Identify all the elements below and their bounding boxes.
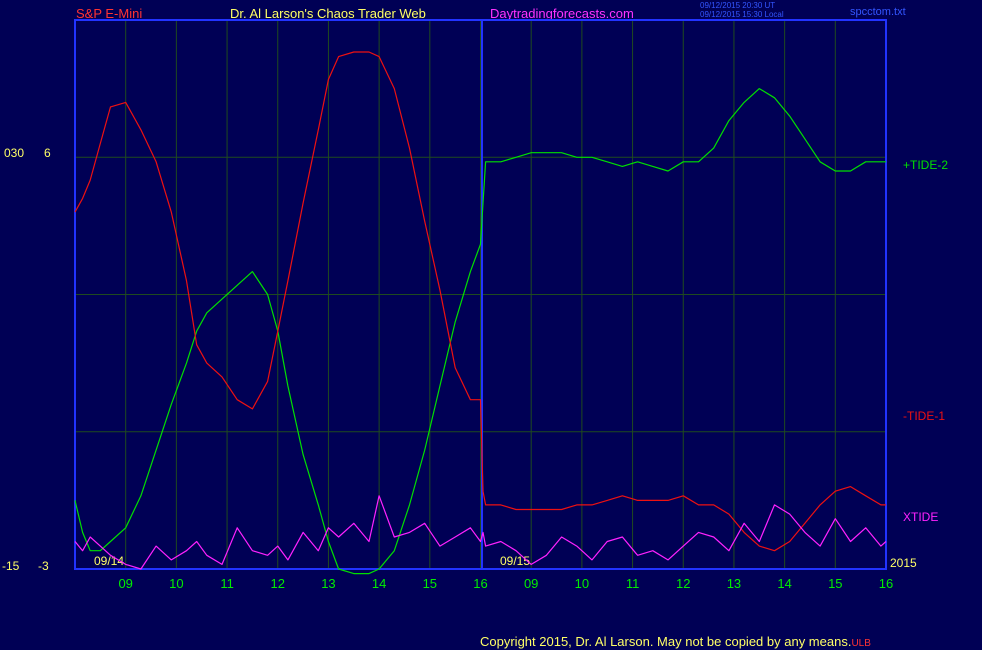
y-label-outer-top: 030 bbox=[4, 146, 25, 160]
x-tick-label: 14 bbox=[372, 576, 386, 591]
utc-timestamp: 09/12/2015 20:30 UT bbox=[700, 1, 776, 10]
x-tick-label: 14 bbox=[777, 576, 791, 591]
chart-grid bbox=[75, 20, 887, 569]
x-tick-label: 15 bbox=[423, 576, 437, 591]
date-label-second: 09/15 bbox=[500, 554, 531, 568]
x-tick-label: 09 bbox=[524, 576, 538, 591]
local-timestamp: 09/12/2015 15:30 Local bbox=[700, 10, 784, 19]
series-xtide bbox=[74, 495, 887, 570]
copyright-text: Copyright 2015, Dr. Al Larson. May not b… bbox=[480, 634, 871, 649]
file-name: spcctom.txt bbox=[850, 6, 906, 18]
x-tick-label: 11 bbox=[626, 576, 640, 591]
y-label-inner-bottom: -3 bbox=[38, 559, 49, 573]
x-tick-label: 12 bbox=[676, 576, 690, 591]
x-tick-label: 16 bbox=[473, 576, 487, 591]
plot-frame bbox=[74, 19, 887, 570]
x-tick-label: 11 bbox=[220, 576, 234, 591]
site-link[interactable]: Daytradingforecasts.com bbox=[490, 6, 634, 21]
x-tick-label: 13 bbox=[321, 576, 335, 591]
x-tick-label: 15 bbox=[828, 576, 842, 591]
y-label-outer-bottom: -15 bbox=[2, 559, 20, 573]
copyright-main: Copyright 2015, Dr. Al Larson. May not b… bbox=[480, 634, 852, 649]
x-tick-label: 12 bbox=[271, 576, 285, 591]
date-label-first: 09/14 bbox=[94, 554, 125, 568]
symbol-label: S&P E-Mini bbox=[76, 6, 143, 21]
x-tick-label: 16 bbox=[879, 576, 893, 591]
year-label: 2015 bbox=[890, 556, 917, 570]
series-tide-minus bbox=[74, 51, 886, 552]
legend-tide-minus: -TIDE-1 bbox=[903, 409, 945, 423]
x-tick-label: 10 bbox=[575, 576, 589, 591]
app-title: Dr. Al Larson's Chaos Trader Web bbox=[230, 6, 426, 21]
x-tick-label: 10 bbox=[169, 576, 183, 591]
x-tick-label: 09 bbox=[118, 576, 132, 591]
y-label-inner-top: 6 bbox=[44, 146, 51, 160]
x-tick-label: 13 bbox=[727, 576, 741, 591]
legend-xtide: XTIDE bbox=[903, 510, 939, 524]
series-tide-plus bbox=[74, 87, 886, 575]
copyright-mark: ULB bbox=[851, 638, 871, 649]
legend-tide-plus: +TIDE-2 bbox=[903, 158, 949, 172]
